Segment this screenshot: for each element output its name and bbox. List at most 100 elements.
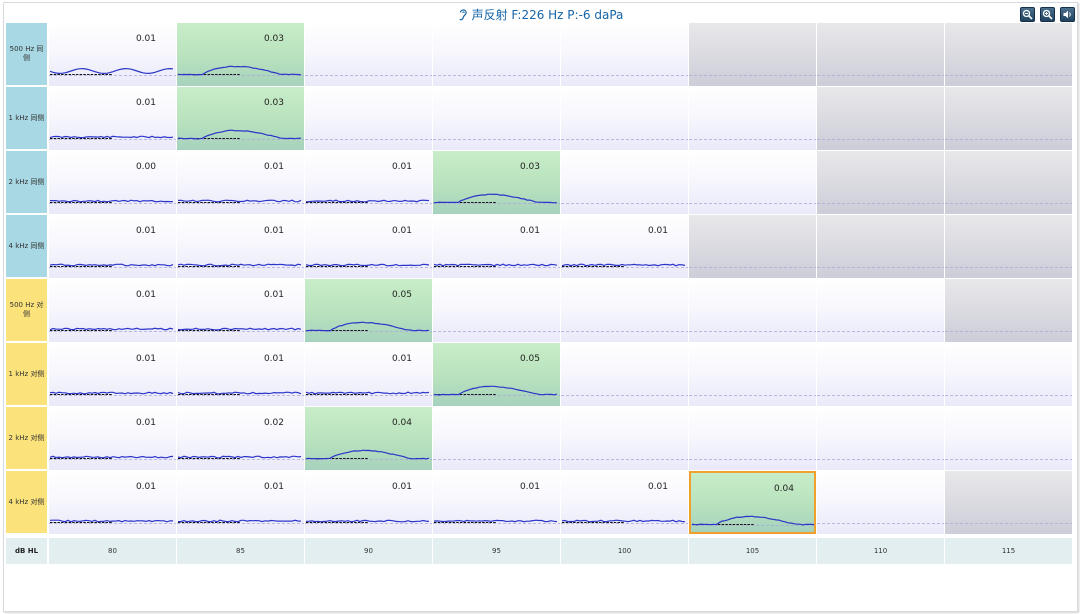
reflex-cell[interactable] <box>817 407 944 470</box>
reflex-trace-plot <box>433 459 560 460</box>
reflex-cell[interactable] <box>817 151 944 214</box>
reflex-cell[interactable] <box>433 87 560 150</box>
reflex-trace <box>305 449 430 460</box>
compliance-value: 0.01 <box>263 354 284 364</box>
reflex-cell[interactable] <box>561 407 688 470</box>
zoom-in-button[interactable] <box>1040 7 1055 22</box>
reflex-cell[interactable] <box>945 407 1072 470</box>
zoom-in-icon <box>1042 9 1053 20</box>
reflex-cell[interactable]: 0.00 <box>49 151 176 214</box>
reflex-cell[interactable]: 0.05 <box>433 343 560 406</box>
reflex-cell[interactable]: 0.01 <box>305 343 432 406</box>
reflex-cell[interactable]: 0.01 <box>305 151 432 214</box>
reflex-cell[interactable]: 0.03 <box>177 23 304 86</box>
reflex-cell[interactable] <box>817 471 944 534</box>
reflex-cell[interactable] <box>433 23 560 86</box>
compliance-value: 0.03 <box>263 34 284 44</box>
reflex-cell[interactable]: 0.03 <box>177 87 304 150</box>
reflex-cell[interactable] <box>305 87 432 150</box>
x-axis-unit: dB HL <box>6 538 47 564</box>
reflex-cell[interactable] <box>817 279 944 342</box>
reflex-trace <box>49 519 174 523</box>
row-label-7: 4 kHz 对侧 <box>6 471 47 533</box>
reflex-cell[interactable]: 0.01 <box>49 279 176 342</box>
reflex-cell[interactable] <box>945 343 1072 406</box>
reflex-cell[interactable]: 0.01 <box>49 215 176 278</box>
reflex-cell[interactable] <box>561 343 688 406</box>
reflex-cell[interactable]: 0.01 <box>177 279 304 342</box>
reflex-cell[interactable] <box>433 407 560 470</box>
compliance-value: 0.01 <box>391 482 412 492</box>
reflex-cell[interactable]: 0.01 <box>177 151 304 214</box>
reflex-trace <box>305 519 430 523</box>
reflex-cell[interactable] <box>689 23 816 86</box>
reflex-cell[interactable] <box>945 215 1072 278</box>
reflex-cell[interactable] <box>817 87 944 150</box>
reflex-cell[interactable] <box>689 151 816 214</box>
reflex-trace-plot <box>817 139 944 140</box>
reflex-cell[interactable]: 0.01 <box>177 471 304 534</box>
reflex-cell[interactable] <box>945 23 1072 86</box>
reflex-cell[interactable] <box>945 471 1072 534</box>
reflex-cell[interactable] <box>817 343 944 406</box>
reflex-trace-plot <box>177 455 304 460</box>
reflex-cell[interactable] <box>689 343 816 406</box>
reflex-cell[interactable] <box>433 279 560 342</box>
reflex-trace-plot <box>689 139 816 140</box>
reflex-cell[interactable]: 0.01 <box>305 471 432 534</box>
reflex-cell[interactable]: 0.01 <box>561 215 688 278</box>
x-axis-level: 105 <box>689 538 816 564</box>
reflex-cell[interactable]: 0.01 <box>49 471 176 534</box>
reflex-trace-plot <box>305 139 432 140</box>
speaker-button[interactable] <box>1060 7 1075 22</box>
reflex-cell[interactable] <box>561 23 688 86</box>
reflex-trace-plot <box>433 263 560 268</box>
reflex-cell[interactable] <box>945 279 1072 342</box>
reflex-cell[interactable] <box>689 215 816 278</box>
reflex-cell[interactable]: 0.01 <box>49 87 176 150</box>
reflex-trace-plot <box>177 519 304 524</box>
reflex-cell[interactable]: 0.04 <box>305 407 432 470</box>
reflex-cell[interactable]: 0.01 <box>49 343 176 406</box>
reflex-trace-plot <box>561 395 688 396</box>
x-axis-level: 115 <box>945 538 1072 564</box>
reflex-trace-plot <box>305 519 432 524</box>
reflex-cell[interactable]: 0.01 <box>49 23 176 86</box>
panel-title: 声反射 F:226 Hz P:-6 daPa <box>4 6 1077 24</box>
reflex-cell[interactable]: 0.04 <box>689 471 816 534</box>
compliance-value: 0.01 <box>647 482 668 492</box>
reflex-cell[interactable]: 0.01 <box>433 471 560 534</box>
reflex-cell[interactable] <box>689 279 816 342</box>
reflex-trace-plot <box>561 203 688 204</box>
reflex-cell[interactable] <box>561 151 688 214</box>
reflex-cell[interactable]: 0.05 <box>305 279 432 342</box>
reflex-trace-plot <box>177 263 304 268</box>
compliance-value: 0.01 <box>391 162 412 172</box>
reflex-trace-plot <box>561 263 688 268</box>
reflex-cell[interactable] <box>689 87 816 150</box>
reflex-cell[interactable] <box>945 151 1072 214</box>
reflex-cell[interactable]: 0.01 <box>433 215 560 278</box>
reflex-cell[interactable] <box>817 23 944 86</box>
row-label-1: 1 kHz 同侧 <box>6 87 47 149</box>
reflex-cell[interactable]: 0.02 <box>177 407 304 470</box>
reflex-cell[interactable] <box>305 23 432 86</box>
reflex-trace-plot <box>49 67 176 76</box>
reflex-cell[interactable] <box>561 279 688 342</box>
reflex-cell[interactable] <box>689 407 816 470</box>
x-axis-level: 90 <box>305 538 432 564</box>
reflex-cell[interactable]: 0.01 <box>177 215 304 278</box>
reflex-trace <box>305 321 430 332</box>
reflex-cell[interactable] <box>817 215 944 278</box>
reflex-cell[interactable] <box>945 87 1072 150</box>
compliance-value: 0.01 <box>263 162 284 172</box>
reflex-trace-plot <box>945 267 1072 268</box>
zoom-out-button[interactable] <box>1020 7 1035 22</box>
compliance-value: 0.01 <box>135 98 156 108</box>
reflex-cell[interactable]: 0.01 <box>177 343 304 406</box>
reflex-cell[interactable] <box>561 87 688 150</box>
reflex-cell[interactable]: 0.01 <box>305 215 432 278</box>
reflex-cell[interactable]: 0.01 <box>561 471 688 534</box>
reflex-cell[interactable]: 0.03 <box>433 151 560 214</box>
reflex-cell[interactable]: 0.01 <box>49 407 176 470</box>
